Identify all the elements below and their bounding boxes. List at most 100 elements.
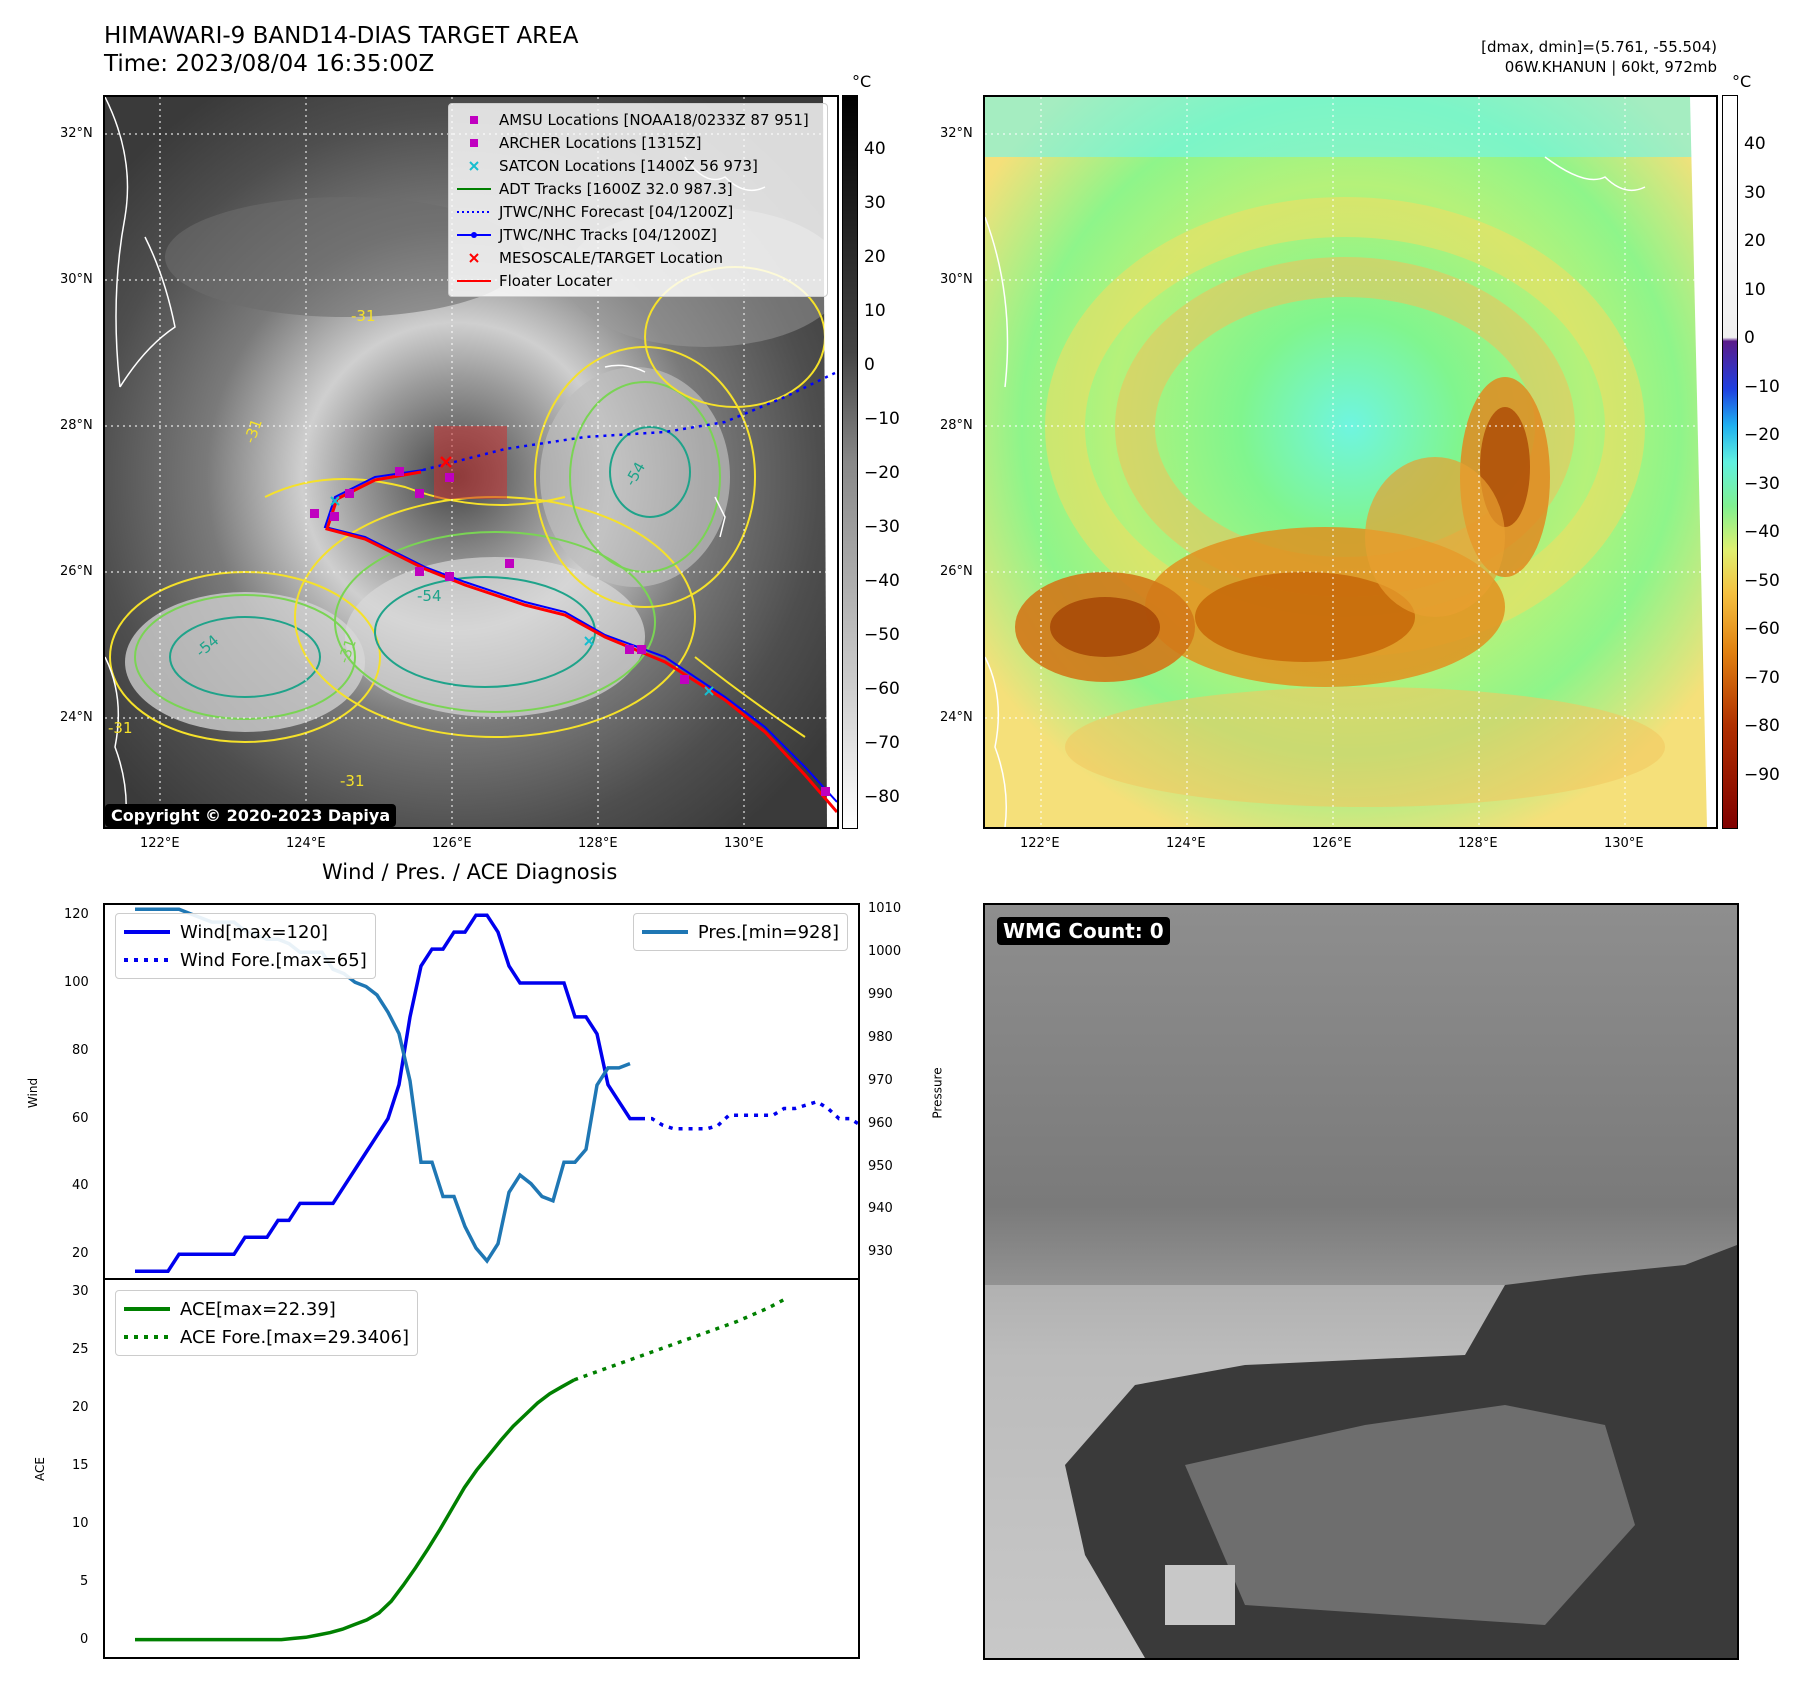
legend-label: MESOSCALE/TARGET Location	[499, 248, 724, 267]
contour-label: -31	[340, 772, 365, 790]
lat-label: 28°N	[60, 418, 93, 433]
colorbar-tick: −70	[864, 733, 900, 753]
chart-time: Time: 2023/08/04 16:35:00Z	[104, 51, 435, 77]
wind-tick: 20	[72, 1246, 89, 1262]
contour-label: -31	[108, 719, 133, 737]
wind-tick: 60	[72, 1110, 89, 1126]
ace-forecast-line	[573, 1297, 786, 1382]
legend-entry: JTWC/NHC Forecast [04/1200Z]	[457, 200, 819, 223]
ace-tick: 20	[72, 1399, 89, 1415]
legend-entry: ACE Fore.[max=29.3406]	[124, 1323, 409, 1351]
lat-label: 26°N	[940, 564, 973, 579]
legend-line-icon	[124, 930, 170, 934]
colorbar-tick: −60	[864, 679, 900, 699]
wind-tick: 40	[72, 1178, 89, 1194]
legend-label: ACE Fore.[max=29.3406]	[180, 1326, 409, 1348]
lat-label: 30°N	[60, 272, 93, 287]
colorbar-tick: 20	[1744, 231, 1766, 251]
wmg-panel: WMG Count: 0	[983, 903, 1739, 1660]
colorbar-unit: °C	[1732, 72, 1752, 91]
legend-label: SATCON Locations [1400Z 56 973]	[499, 156, 758, 175]
legend-entry: Wind[max=120]	[124, 918, 367, 946]
colorbar-tick: −80	[1744, 716, 1780, 736]
contour-label: -54	[417, 587, 442, 605]
colorbar-tick: −30	[1744, 473, 1780, 494]
colorbar-tick: −10	[1744, 376, 1780, 397]
wind-tick: 120	[64, 907, 89, 923]
lon-label: 122°E	[1020, 836, 1060, 851]
lat-label: 28°N	[940, 418, 973, 433]
legend-symbol-icon	[457, 136, 491, 150]
storm-info: 06W.KHANUN | 60kt, 972mb	[1504, 58, 1717, 76]
legend-symbol-icon	[457, 274, 491, 288]
colorbar-tick: 40	[1744, 134, 1766, 154]
legend-label: JTWC/NHC Tracks [04/1200Z]	[499, 225, 717, 244]
legend-entry: Wind Fore.[max=65]	[124, 946, 367, 974]
pressure-axis-label: Pressure	[930, 1067, 945, 1119]
legend-line-icon	[124, 958, 170, 962]
ir-map-legend: AMSU Locations [NOAA18/0233Z 87 951] ARCH…	[448, 103, 828, 297]
lat-label: 32°N	[60, 126, 93, 141]
lon-label: 130°E	[724, 836, 764, 851]
colorbar-tick: −60	[1744, 619, 1780, 639]
pressure-tick: 940	[868, 1201, 893, 1217]
colorbar-tick: 30	[864, 193, 886, 213]
legend-symbol-icon	[457, 228, 491, 242]
lon-label: 128°E	[578, 836, 618, 851]
legend-entry: MESOSCALE/TARGET Location	[457, 246, 819, 269]
legend-entry: SATCON Locations [1400Z 56 973]	[457, 154, 819, 177]
ace-axis-label: ACE	[32, 1457, 47, 1481]
lon-label: 124°E	[1166, 836, 1206, 851]
ace-tick: 30	[72, 1283, 89, 1299]
colorbar-tick: 30	[1744, 182, 1766, 203]
contour-label: -31	[351, 307, 376, 325]
ace-tick: 25	[72, 1341, 89, 1357]
diagnosis-title: Wind / Pres. / ACE Diagnosis	[322, 860, 618, 884]
colorbar-tick: −40	[864, 571, 900, 591]
colorbar-tick: −50	[1744, 570, 1780, 591]
lon-label: 130°E	[1604, 836, 1644, 851]
pressure-tick: 990	[868, 987, 893, 1003]
colorbar-tick: 40	[864, 139, 886, 159]
dmax-dmin-readout: [dmax, dmin]=(5.761, -55.504)	[1481, 38, 1717, 56]
legend-label: Wind Fore.[max=65]	[180, 949, 367, 971]
legend-label: Floater Locater	[499, 271, 613, 290]
copyright-badge: Copyright © 2020-2023 Dapiya	[105, 804, 397, 827]
lat-label: 26°N	[60, 564, 93, 579]
legend-entry: ACE[max=22.39]	[124, 1295, 409, 1323]
lon-label: 126°E	[432, 836, 472, 851]
colorbar-tick: −20	[1744, 425, 1780, 445]
legend-label: JTWC/NHC Forecast [04/1200Z]	[499, 202, 734, 221]
ace-tick: 15	[72, 1457, 89, 1473]
legend-label: Wind[max=120]	[180, 921, 328, 943]
colorbar-tick: −90	[1744, 764, 1780, 785]
legend-entry: Pres.[min=928]	[641, 918, 839, 946]
wmg-image	[985, 905, 1737, 1658]
lon-label: 126°E	[1312, 836, 1352, 851]
ace-tick: 0	[80, 1631, 89, 1647]
pressure-tick: 960	[868, 1115, 893, 1131]
ace-tick: 5	[80, 1573, 89, 1589]
wmg-count-badge: WMG Count: 0	[997, 917, 1170, 945]
colorbar-tick: −50	[864, 625, 900, 645]
colorbar-tick: −80	[864, 787, 900, 807]
ace-line	[135, 1378, 576, 1642]
color-map-panel	[983, 95, 1718, 829]
wind-pressure-panel: Wind[max=120] Wind Fore.[max=65] Pres.[mi…	[103, 903, 860, 1280]
pressure-tick: 1000	[868, 944, 902, 960]
pressure-legend: Pres.[min=928]	[632, 913, 848, 951]
pressure-tick: 1010	[868, 901, 902, 917]
color-map-image	[985, 97, 1716, 827]
colorbar-tick: 10	[864, 301, 886, 321]
lat-label: 32°N	[940, 126, 973, 141]
lon-label: 128°E	[1458, 836, 1498, 851]
pressure-tick: 950	[868, 1158, 893, 1174]
colorbar-tick: −70	[1744, 667, 1780, 688]
wind-forecast-line	[641, 1099, 858, 1131]
lon-label: 124°E	[286, 836, 326, 851]
ir-colorbar	[842, 95, 858, 829]
colorbar-tick: 0	[864, 355, 875, 375]
colorbar-tick: 10	[1744, 279, 1766, 300]
wind-line	[135, 913, 641, 1273]
legend-entry: AMSU Locations [NOAA18/0233Z 87 951]	[457, 108, 819, 131]
